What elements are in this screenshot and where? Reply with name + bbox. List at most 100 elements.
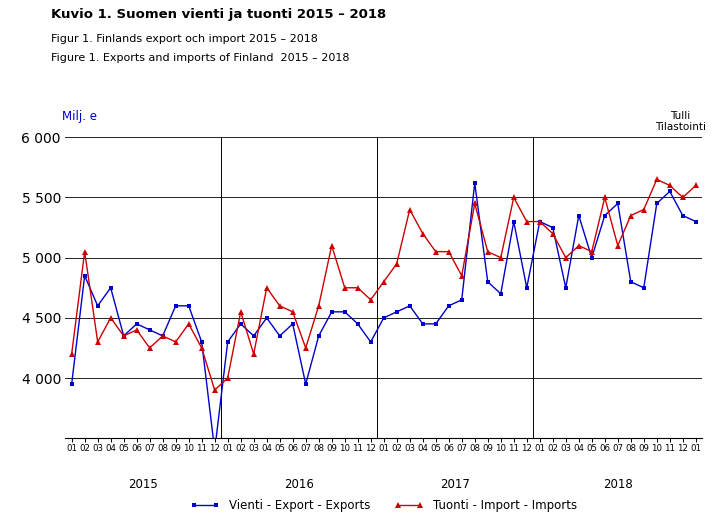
Tuonti - Import - Imports <box>510 194 518 201</box>
Tuonti - Import - Imports <box>314 303 323 309</box>
Tuonti - Import - Imports <box>366 297 375 303</box>
Tuonti - Import - Imports <box>288 309 297 315</box>
Tuonti - Import - Imports <box>471 200 479 206</box>
Tuonti - Import - Imports <box>146 345 154 351</box>
Vienti - Export - Exports <box>691 219 700 225</box>
Tuonti - Import - Imports <box>198 345 206 351</box>
Vienti - Export - Exports <box>471 180 479 186</box>
Vienti - Export - Exports <box>379 315 388 321</box>
Tuonti - Import - Imports <box>211 387 219 393</box>
Tuonti - Import - Imports <box>626 212 635 219</box>
Tuonti - Import - Imports <box>275 303 284 309</box>
Vienti - Export - Exports <box>301 381 310 387</box>
Vienti - Export - Exports <box>172 303 180 309</box>
Vienti - Export - Exports <box>600 212 609 219</box>
Vienti - Export - Exports <box>587 254 596 261</box>
Tuonti - Import - Imports <box>172 339 180 345</box>
Tuonti - Import - Imports <box>691 182 700 188</box>
Text: Milj. e: Milj. e <box>62 110 97 123</box>
Vienti - Export - Exports <box>536 219 544 225</box>
Vienti - Export - Exports <box>613 200 622 206</box>
Tuonti - Import - Imports <box>340 285 349 291</box>
Vienti - Export - Exports <box>106 285 115 291</box>
Tuonti - Import - Imports <box>93 339 102 345</box>
Text: Kuvio 1. Suomen vienti ja tuonti 2015 – 2018: Kuvio 1. Suomen vienti ja tuonti 2015 – … <box>51 8 386 21</box>
Tuonti - Import - Imports <box>587 249 596 255</box>
Text: 2018: 2018 <box>603 478 633 491</box>
Vienti - Export - Exports <box>132 320 141 327</box>
Vienti - Export - Exports <box>262 315 271 321</box>
Text: 2017: 2017 <box>440 478 470 491</box>
Vienti - Export - Exports <box>340 309 349 315</box>
Tuonti - Import - Imports <box>405 206 414 213</box>
Text: 2015: 2015 <box>128 478 158 491</box>
Tuonti - Import - Imports <box>106 315 115 321</box>
Vienti - Export - Exports <box>185 303 193 309</box>
Text: Figur 1. Finlands export och import 2015 – 2018: Figur 1. Finlands export och import 2015… <box>51 34 318 44</box>
Tuonti - Import - Imports <box>652 176 661 183</box>
Tuonti - Import - Imports <box>379 279 388 285</box>
Vienti - Export - Exports <box>236 320 245 327</box>
Tuonti - Import - Imports <box>665 182 674 188</box>
Vienti - Export - Exports <box>561 285 570 291</box>
Vienti - Export - Exports <box>626 279 635 285</box>
Vienti - Export - Exports <box>405 303 414 309</box>
Vienti - Export - Exports <box>652 200 661 206</box>
Vienti - Export - Exports <box>432 320 440 327</box>
Text: 2016: 2016 <box>285 478 314 491</box>
Vienti - Export - Exports <box>159 333 167 339</box>
Vienti - Export - Exports <box>314 333 323 339</box>
Vienti - Export - Exports <box>665 188 674 195</box>
Vienti - Export - Exports <box>523 285 531 291</box>
Tuonti - Import - Imports <box>67 351 76 357</box>
Vienti - Export - Exports <box>458 297 466 303</box>
Vienti - Export - Exports <box>119 333 128 339</box>
Tuonti - Import - Imports <box>353 285 362 291</box>
Vienti - Export - Exports <box>93 303 102 309</box>
Vienti - Export - Exports <box>366 339 375 345</box>
Legend: Vienti - Export - Exports, Tuonti - Import - Imports: Vienti - Export - Exports, Tuonti - Impo… <box>185 494 582 516</box>
Vienti - Export - Exports <box>80 272 89 279</box>
Vienti - Export - Exports <box>574 212 583 219</box>
Tuonti - Import - Imports <box>458 272 466 279</box>
Vienti - Export - Exports <box>211 447 219 454</box>
Tuonti - Import - Imports <box>236 309 245 315</box>
Tuonti - Import - Imports <box>392 260 401 267</box>
Vienti - Export - Exports <box>639 285 648 291</box>
Vienti - Export - Exports <box>67 381 76 387</box>
Text: Figure 1. Exports and imports of Finland  2015 – 2018: Figure 1. Exports and imports of Finland… <box>51 53 349 63</box>
Tuonti - Import - Imports <box>523 219 531 225</box>
Tuonti - Import - Imports <box>548 230 557 237</box>
Vienti - Export - Exports <box>275 333 284 339</box>
Vienti - Export - Exports <box>445 303 453 309</box>
Vienti - Export - Exports <box>353 320 362 327</box>
Tuonti - Import - Imports <box>613 242 622 249</box>
Vienti - Export - Exports <box>497 290 505 297</box>
Tuonti - Import - Imports <box>119 333 128 339</box>
Tuonti - Import - Imports <box>497 254 505 261</box>
Vienti - Export - Exports <box>146 327 154 333</box>
Tuonti - Import - Imports <box>484 249 492 255</box>
Vienti - Export - Exports <box>392 309 401 315</box>
Tuonti - Import - Imports <box>159 333 167 339</box>
Text: Tulli
Tilastointi: Tulli Tilastointi <box>655 111 706 133</box>
Tuonti - Import - Imports <box>678 194 687 201</box>
Vienti - Export - Exports <box>223 339 232 345</box>
Tuonti - Import - Imports <box>418 230 427 237</box>
Tuonti - Import - Imports <box>639 206 648 213</box>
Tuonti - Import - Imports <box>327 242 336 249</box>
Tuonti - Import - Imports <box>301 345 310 351</box>
Vienti - Export - Exports <box>484 279 492 285</box>
Tuonti - Import - Imports <box>600 194 609 201</box>
Vienti - Export - Exports <box>418 320 427 327</box>
Vienti - Export - Exports <box>288 320 297 327</box>
Tuonti - Import - Imports <box>249 351 258 357</box>
Tuonti - Import - Imports <box>262 285 271 291</box>
Vienti - Export - Exports <box>548 224 557 231</box>
Line: Vienti - Export - Exports: Vienti - Export - Exports <box>70 181 698 452</box>
Tuonti - Import - Imports <box>574 242 583 249</box>
Tuonti - Import - Imports <box>536 219 544 225</box>
Tuonti - Import - Imports <box>80 249 89 255</box>
Tuonti - Import - Imports <box>185 320 193 327</box>
Line: Tuonti - Import - Imports: Tuonti - Import - Imports <box>69 176 699 393</box>
